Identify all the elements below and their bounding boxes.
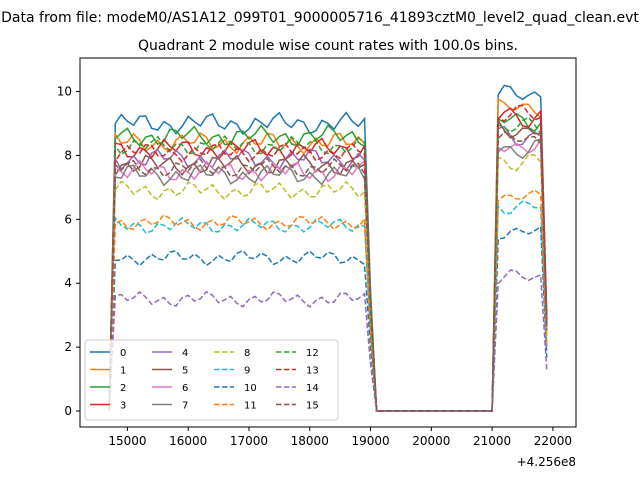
legend-label-9: 9 [244, 366, 250, 377]
x-tick-label: 21000 [473, 434, 511, 448]
series-line-12 [108, 116, 548, 412]
legend-label-6: 6 [182, 383, 188, 394]
plot-title: Quadrant 2 module wise count rates with … [138, 38, 518, 54]
x-tick-label: 22000 [534, 434, 572, 448]
series-line-14 [108, 269, 548, 412]
figure-suptitle: Data from file: modeM0/AS1A12_099T01_900… [1, 10, 639, 26]
legend-label-3: 3 [120, 401, 126, 412]
legend-label-4: 4 [182, 348, 188, 359]
x-tick-label: 20000 [412, 434, 450, 448]
x-axis: 15000 16000 17000 18000 19000 20000 21000 22000 [108, 427, 572, 448]
y-tick-label: 0 [64, 404, 72, 418]
y-tick-label: 8 [64, 148, 72, 162]
series-layer [108, 84, 548, 412]
legend-label-15: 15 [306, 401, 319, 412]
legend-box [84, 339, 339, 421]
x-tick-label: 16000 [169, 434, 207, 448]
plot-frame [79, 57, 577, 428]
x-tick-label: 17000 [230, 434, 268, 448]
legend-label-5: 5 [182, 366, 188, 377]
legend-label-8: 8 [244, 348, 250, 359]
legend-label-0: 0 [120, 348, 126, 359]
legend-label-14: 14 [306, 383, 319, 394]
series-line-15 [108, 131, 548, 412]
legend-label-11: 11 [244, 401, 257, 412]
legend-label-7: 7 [182, 401, 188, 412]
x-axis-offset-label: +4.256e8 [517, 455, 576, 469]
y-tick-label: 4 [64, 276, 72, 290]
legend-label-10: 10 [244, 383, 257, 394]
x-tick-label: 15000 [108, 434, 146, 448]
legend-label-12: 12 [306, 348, 319, 359]
legend-label-1: 1 [120, 366, 126, 377]
legend-label-2: 2 [120, 383, 126, 394]
y-tick-label: 10 [57, 85, 72, 99]
y-tick-label: 6 [64, 212, 72, 226]
legend-label-13: 13 [306, 366, 319, 377]
x-tick-label: 19000 [351, 434, 389, 448]
y-axis: 0 2 4 6 8 10 [57, 85, 80, 418]
x-tick-label: 18000 [291, 434, 329, 448]
series-line-10 [108, 225, 548, 412]
y-tick-label: 2 [64, 340, 72, 354]
